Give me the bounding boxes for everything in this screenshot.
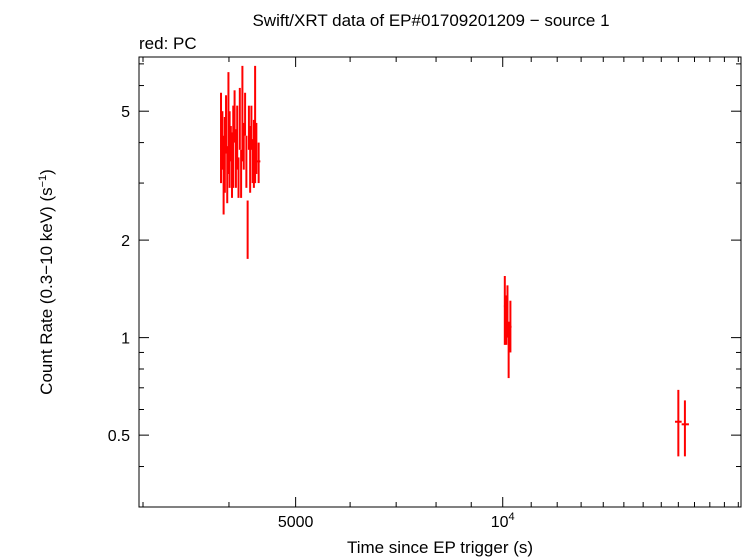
y-tick-label: 1 <box>121 331 130 348</box>
data-point <box>242 122 245 170</box>
data-point <box>237 157 240 198</box>
y-tick-label: 0.5 <box>108 428 130 445</box>
data-point <box>255 122 258 174</box>
data-point <box>509 300 512 353</box>
x-tick-label: 104 <box>491 511 515 531</box>
data-point <box>228 111 231 188</box>
chart-subtitle: red: PC <box>139 34 197 53</box>
data-point <box>681 400 689 457</box>
y-tick-label: 5 <box>121 104 130 121</box>
axis-tick-labels: 5000 104 0.5 1 2 5 <box>108 104 515 531</box>
data-point <box>238 87 241 150</box>
data-point <box>244 92 247 136</box>
data-point <box>256 142 261 184</box>
data-point <box>225 95 228 154</box>
plot-frame <box>138 56 742 508</box>
data-point <box>675 389 682 457</box>
data-point <box>245 135 248 188</box>
data-point <box>250 105 253 150</box>
data-point <box>233 90 236 143</box>
chart-title: Swift/XRT data of EP#01709201209 − sourc… <box>252 11 609 30</box>
y-tick-label: 2 <box>121 233 130 250</box>
data-point <box>236 105 239 170</box>
data-point <box>221 111 224 170</box>
x-tick-label: 5000 <box>278 514 314 531</box>
data-point <box>249 126 252 193</box>
x-axis-label: Time since EP trigger (s) <box>347 538 533 557</box>
data-point <box>232 105 235 188</box>
data-points <box>220 65 689 457</box>
y-axis-label: Count Rate (0.3−10 keV) (s−1) <box>37 169 56 395</box>
data-point <box>506 285 509 338</box>
axis-ticks <box>139 57 741 507</box>
data-point <box>246 200 249 259</box>
data-point <box>507 321 510 379</box>
data-point <box>240 149 243 198</box>
